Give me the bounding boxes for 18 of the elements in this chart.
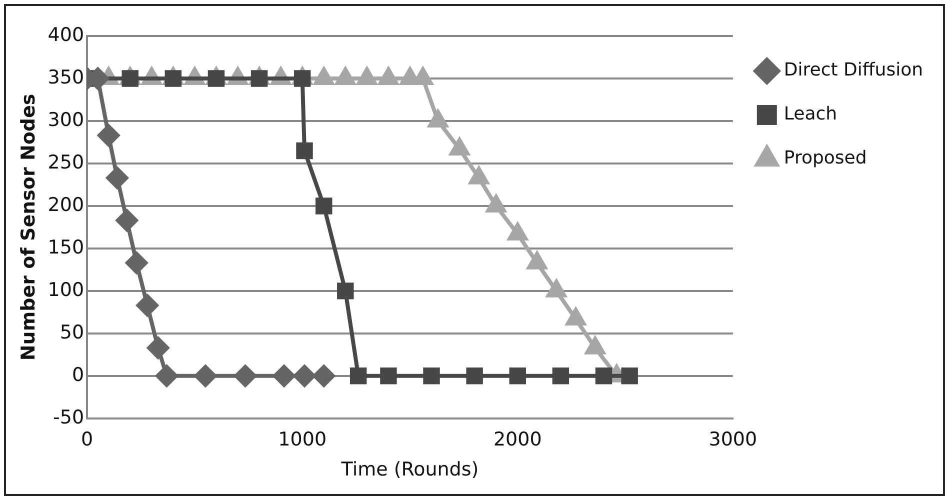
- y-tick-label: 50: [60, 321, 84, 344]
- y-tick-label: 350: [48, 66, 84, 88]
- y-tick-label: 150: [48, 236, 84, 258]
- y-tick-label: 250: [48, 151, 84, 174]
- y-tick-label: 300: [48, 108, 84, 131]
- y-tick-label: -50: [53, 406, 84, 428]
- x-tick-label: 2000: [493, 428, 542, 451]
- legend-label: Leach: [784, 104, 838, 125]
- x-axis-title: Time (Rounds): [340, 458, 479, 481]
- x-tick-label: 3000: [708, 428, 758, 451]
- x-tick-label: 1000: [278, 428, 327, 451]
- y-tick-label: 0: [72, 364, 84, 386]
- y-tick-label: 200: [48, 194, 84, 216]
- y-tick-label: 100: [48, 278, 84, 301]
- y-tick-label: 400: [48, 24, 84, 46]
- legend-label: Direct Diffusion: [784, 60, 924, 81]
- y-axis-title: Number of Sensor Nodes: [17, 94, 40, 361]
- legend-label: Proposed: [784, 148, 867, 169]
